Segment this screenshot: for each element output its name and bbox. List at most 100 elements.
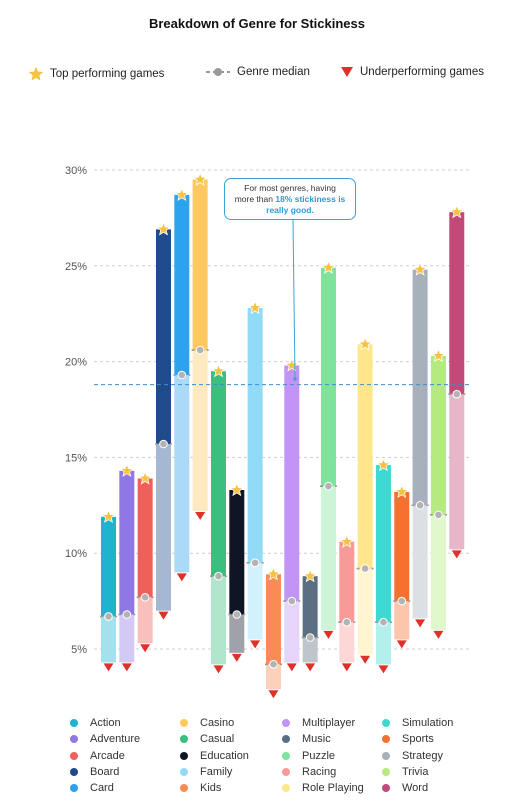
legend-swatch <box>70 735 78 744</box>
bar-upper-word <box>449 212 465 395</box>
bar-lower-role-playing <box>357 568 373 655</box>
legend-item-action: Action <box>70 716 121 730</box>
legend-label: Card <box>90 782 114 795</box>
bar-upper-education <box>229 489 245 615</box>
median-point <box>379 617 388 627</box>
median-point <box>214 571 223 581</box>
bar-upper-board <box>155 229 171 444</box>
underperforming-triangle <box>433 630 444 639</box>
legend-label: Role Playing <box>302 782 364 795</box>
legend-swatch <box>282 719 290 727</box>
legend-label: Multiplayer <box>302 717 356 729</box>
legend-swatch <box>70 784 78 793</box>
underperforming-triangle <box>250 640 261 649</box>
bar-lower-education <box>229 614 245 653</box>
top-performing-star <box>229 482 244 497</box>
underperforming-triangle <box>140 644 151 653</box>
median-point <box>324 481 333 491</box>
underperforming-triangle <box>378 665 389 674</box>
legend-median-label: Genre median <box>237 66 310 78</box>
bar-lower-board <box>155 443 171 611</box>
top-performing-star <box>119 463 135 477</box>
median-point <box>452 389 462 399</box>
median-point <box>232 610 242 619</box>
median-point <box>269 660 278 669</box>
bar-upper-action <box>101 516 116 617</box>
legend-label: Trivia <box>402 765 429 778</box>
underperforming-triangle <box>213 665 224 674</box>
legend-label: Kids <box>200 782 222 795</box>
legend-label: Education <box>200 749 249 762</box>
bar-lower-card <box>174 375 190 573</box>
median-point <box>140 592 150 602</box>
callout-pointer-dot <box>293 377 297 381</box>
bar-upper-trivia <box>430 355 446 515</box>
top-performing-star <box>266 566 281 581</box>
top-performing-star <box>357 336 373 351</box>
legend-item-trivia: Trivia <box>382 765 428 779</box>
top-performing-star <box>376 457 391 472</box>
bar-lower-racing <box>339 622 355 663</box>
legend-swatch <box>382 719 390 727</box>
bar-upper-simulation <box>375 465 391 623</box>
median-point <box>415 501 425 510</box>
top-performing-star <box>394 484 409 499</box>
underperforming-triangle <box>176 573 187 582</box>
top-performing-star <box>321 260 336 274</box>
legend-swatch <box>282 784 290 793</box>
legend-label: Strategy <box>402 749 443 762</box>
legend-label: Word <box>402 782 429 795</box>
bar-upper-puzzle <box>320 267 336 487</box>
legend-swatch <box>70 751 78 760</box>
legend-label: Music <box>302 733 331 746</box>
legend-top-performing: Top performing games <box>28 66 164 82</box>
legend-top-label: Top performing games <box>50 68 165 80</box>
median-point <box>305 633 315 642</box>
legend-label: Arcade <box>90 749 125 762</box>
legend-item-casual: Casual <box>180 732 234 746</box>
legend-swatch <box>180 751 188 760</box>
bar-upper-casino <box>192 179 208 351</box>
underperforming-triangle <box>158 611 169 620</box>
top-performing-star <box>156 221 171 236</box>
top-performing-star <box>174 187 190 202</box>
legend-underperforming: Underperforming games <box>340 66 484 78</box>
bar-upper-arcade <box>137 478 153 598</box>
bar-upper-music <box>302 576 318 638</box>
bar-upper-card <box>174 194 190 376</box>
underperforming-triangle <box>396 640 407 649</box>
bar-lower-multiplayer <box>284 601 300 663</box>
underperforming-triangle <box>195 512 206 521</box>
legend-item-casino: Casino <box>180 716 234 730</box>
top-performing-star <box>192 172 208 186</box>
chart-title: Breakdown of Genre for Stickiness <box>148 16 365 31</box>
bar-lower-kids <box>265 664 281 690</box>
legend-swatch <box>282 767 290 776</box>
chart-plot: 5% 10% 15% 20% 25% 30% <box>65 165 470 699</box>
median-point <box>250 558 260 568</box>
legend-item-strategy: Strategy <box>382 749 443 763</box>
top-performing-star <box>211 363 226 378</box>
bar-lower-action <box>101 616 116 663</box>
underperforming-triangle <box>286 663 297 672</box>
callout-line-3: really good. <box>266 205 314 215</box>
bar-lower-puzzle <box>320 486 336 630</box>
bar-upper-racing <box>339 541 355 623</box>
legend-label: Puzzle <box>302 749 336 762</box>
bar-lower-arcade <box>137 597 153 644</box>
top-performing-star <box>302 568 318 583</box>
y-tick-label: 10% <box>65 548 87 560</box>
legend-item-education: Education <box>180 749 249 763</box>
bar-upper-sports <box>394 491 410 602</box>
median-point <box>342 617 352 627</box>
y-tick-label: 5% <box>71 644 87 656</box>
median-point <box>177 370 187 380</box>
legend-item-sports: Sports <box>382 732 434 746</box>
legend-swatch <box>382 767 390 776</box>
legend-label: Sports <box>402 733 434 746</box>
bar-lower-strategy <box>412 505 428 619</box>
bar-upper-role-playing <box>357 344 373 569</box>
legend-label: Action <box>90 717 121 729</box>
bar-lower-casual <box>210 576 226 665</box>
legend-label: Casino <box>200 717 235 729</box>
